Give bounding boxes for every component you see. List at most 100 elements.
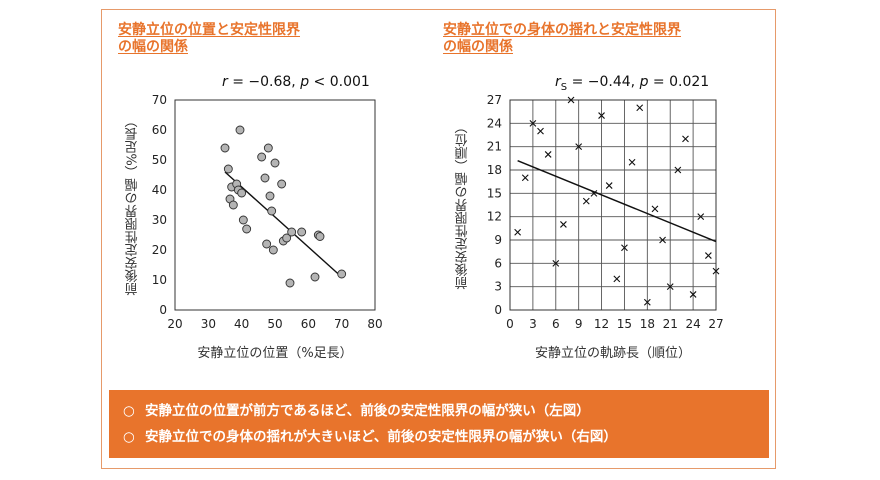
data-point — [613, 275, 621, 283]
data-point — [598, 112, 605, 119]
y-tick-label: 12 — [487, 210, 502, 224]
left-chart: 20 30 40 50 60 70 80 0 10 20 30 40 50 60 70 安静立位の位置（%足長… — [125, 93, 383, 361]
data-point — [315, 232, 325, 241]
data-point — [544, 151, 552, 158]
x-tick-label: 15 — [617, 317, 632, 331]
data-point — [268, 245, 278, 255]
y-axis-label: 前後安定性限界の幅（%足長） — [125, 114, 141, 296]
data-point — [712, 267, 720, 275]
y-tick-label: 27 — [487, 93, 502, 107]
data-point — [659, 236, 666, 244]
summary-line-2: ○ 安静立位での身体の揺れが大きいほど、前後の安定性限界の幅が狭い（右図） — [123, 424, 769, 450]
x-axis-label: 安静立位の軌跡長（順位） — [535, 345, 691, 361]
right-chart: 0 3 6 9 12 15 18 21 24 27 0 3 6 9 12 15 18 21 24 27 安静立位の軌跡長… — [455, 93, 724, 361]
circle-bullet-icon: ○ — [123, 403, 135, 419]
right-correlation-stat: rS = −0.44, p = 0.021 — [555, 74, 709, 93]
data-point — [697, 213, 705, 221]
trend-line — [224, 171, 343, 278]
data-point — [651, 205, 659, 213]
y-tick-label: 6 — [494, 256, 502, 270]
data-point — [552, 259, 560, 267]
y-tick-label: 60 — [152, 123, 167, 137]
y-tick-label: 3 — [494, 280, 502, 294]
y-tick-label: 0 — [494, 303, 502, 317]
r-symbol: r — [222, 74, 228, 90]
data-point — [575, 143, 583, 151]
y-tick-label: 30 — [152, 213, 167, 227]
data-point — [560, 221, 567, 228]
data-point — [297, 227, 307, 237]
data-point — [529, 119, 537, 127]
data-point — [521, 174, 529, 182]
trend-line — [517, 160, 717, 243]
left-correlation-stat: r = −0.68, p < 0.001 — [222, 74, 370, 90]
data-point — [666, 283, 674, 291]
data-point — [228, 200, 238, 210]
y-tick-label: 9 — [494, 233, 502, 247]
data-point — [237, 188, 247, 198]
data-point — [242, 224, 252, 234]
y-tick-label: 18 — [487, 163, 502, 177]
x-tick-label: 27 — [708, 317, 723, 331]
data-point — [310, 272, 320, 282]
data-point — [689, 291, 697, 298]
data-point — [287, 227, 297, 237]
data-point — [267, 206, 277, 216]
x-tick-label: 24 — [685, 317, 700, 331]
data-point — [260, 173, 270, 183]
data-point — [257, 152, 267, 162]
data-point — [621, 244, 628, 252]
p-symbol: p — [300, 74, 310, 90]
x-tick-label: 50 — [267, 317, 282, 331]
right-title-line1: 安静立位での身体の揺れと安定性限界 — [443, 22, 681, 38]
summary-text-2: 安静立位での身体の揺れが大きいほど、前後の安定性限界の幅が狭い（右図） — [145, 429, 617, 445]
p-value: < 0.001 — [309, 74, 370, 90]
rs-subscript: S — [560, 81, 568, 93]
right-title-line2: の幅の関係 — [443, 39, 513, 55]
p-symbol: p — [639, 74, 649, 90]
data-point — [590, 189, 598, 197]
data-point — [262, 239, 272, 249]
data-point — [682, 135, 689, 143]
data-point — [605, 182, 613, 189]
data-point — [674, 166, 682, 174]
x-tick-label: 21 — [663, 317, 678, 331]
data-point — [636, 104, 644, 112]
data-point — [263, 143, 273, 153]
data-point — [238, 215, 248, 225]
circle-bullet-icon: ○ — [123, 429, 135, 445]
x-tick-label: 70 — [334, 317, 349, 331]
y-tick-label: 0 — [159, 303, 167, 317]
data-point — [537, 127, 544, 135]
x-tick-label: 80 — [367, 317, 382, 331]
y-tick-label: 21 — [487, 140, 502, 154]
data-point — [285, 278, 295, 288]
y-tick-label: 15 — [487, 186, 502, 200]
left-chart-title: 安静立位の位置と安定性限界 の幅の関係 — [118, 22, 300, 56]
y-tick-label: 50 — [152, 153, 167, 167]
y-tick-label: 24 — [487, 116, 502, 130]
x-tick-label: 6 — [552, 317, 560, 331]
data-point — [235, 125, 245, 135]
summary-text-1: 安静立位の位置が前方であるほど、前後の安定性限界の幅が狭い（左図） — [145, 403, 590, 419]
y-tick-label: 20 — [152, 243, 167, 257]
x-tick-label: 18 — [640, 317, 655, 331]
x-axis-label: 安静立位の位置（%足長） — [197, 346, 352, 361]
x-tick-label: 0 — [506, 317, 514, 331]
plot-area-border — [509, 99, 717, 311]
data-point — [220, 143, 230, 153]
data-point — [704, 252, 712, 259]
y-tick-label: 10 — [152, 273, 167, 287]
data-point — [514, 228, 522, 236]
x-tick-label: 3 — [529, 317, 537, 331]
data-point — [628, 158, 636, 166]
summary-line-1: ○ 安静立位の位置が前方であるほど、前後の安定性限界の幅が狭い（左図） — [123, 398, 769, 424]
data-point — [265, 191, 275, 201]
data-point — [643, 298, 651, 306]
x-tick-label: 40 — [234, 317, 249, 331]
r-value: = −0.68, — [227, 74, 301, 90]
x-tick-label: 9 — [575, 317, 583, 331]
data-point — [223, 164, 233, 174]
y-tick-label: 70 — [152, 93, 167, 107]
